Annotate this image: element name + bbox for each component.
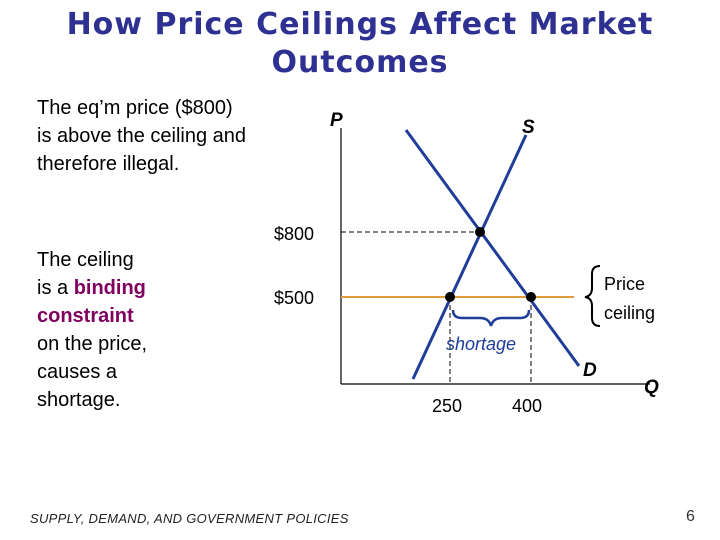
- shortage-label: shortage: [446, 334, 516, 354]
- price-axis-label: P: [330, 110, 343, 131]
- explanation-paragraph: The eq’m price ($800) is above the ceili…: [37, 97, 247, 175]
- binding-emphasis: binding: [73, 277, 146, 299]
- text-line: shortage.: [37, 389, 121, 411]
- quantity-supplied-point: [445, 292, 455, 302]
- binding-constraint-paragraph: The ceiling is a binding constraint on t…: [37, 246, 252, 414]
- supply-label: S: [522, 117, 535, 138]
- ceiling-brace-icon: [584, 265, 601, 327]
- slide-title: How Price Ceilings Affect Market Outcome…: [66, 7, 654, 80]
- text-fragment: is a: [37, 277, 69, 299]
- quantity-axis-label: Q: [644, 377, 659, 398]
- shortage-brace-icon: [451, 309, 531, 327]
- text-line: causes a: [37, 361, 118, 383]
- footer-text: SUPPLY, DEMAND, AND GOVERNMENT POLICIES: [30, 511, 349, 526]
- q-demanded-label: 400: [512, 396, 542, 416]
- demand-label: D: [583, 360, 597, 381]
- constraint-emphasis: constraint: [37, 305, 134, 327]
- text-line: on the price,: [37, 333, 148, 355]
- demand-curve: [404, 129, 581, 367]
- text-line: is a binding: [37, 274, 252, 302]
- supply-curve: [411, 134, 528, 380]
- eq-price-label: $800: [274, 224, 314, 244]
- ceiling-label-line2: ceiling: [604, 303, 655, 323]
- equilibrium-point: [475, 227, 485, 237]
- page-number: 6: [686, 508, 695, 525]
- q-supplied-label: 250: [432, 396, 462, 416]
- ceiling-label-line1: Price: [604, 274, 645, 294]
- quantity-demanded-point: [526, 292, 536, 302]
- ceiling-price-label: $500: [274, 288, 314, 308]
- text-line: The ceiling: [37, 249, 134, 271]
